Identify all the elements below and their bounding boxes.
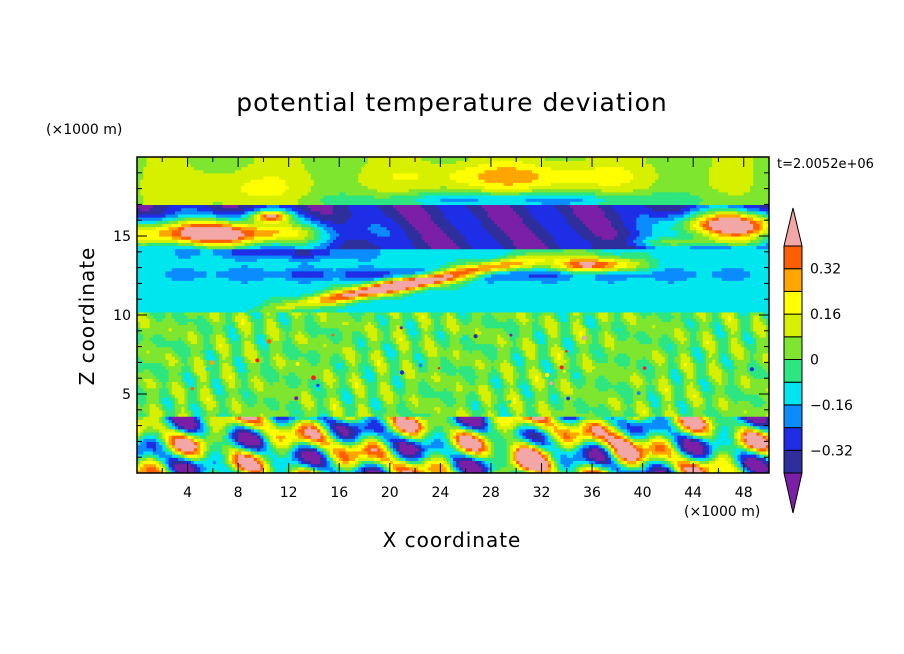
chart-title: potential temperature deviation [236,88,667,117]
y-unit-label: (×1000 m) [46,122,122,138]
heatmap-field [137,157,770,474]
time-label: t=2.0052e+06 [777,157,874,172]
